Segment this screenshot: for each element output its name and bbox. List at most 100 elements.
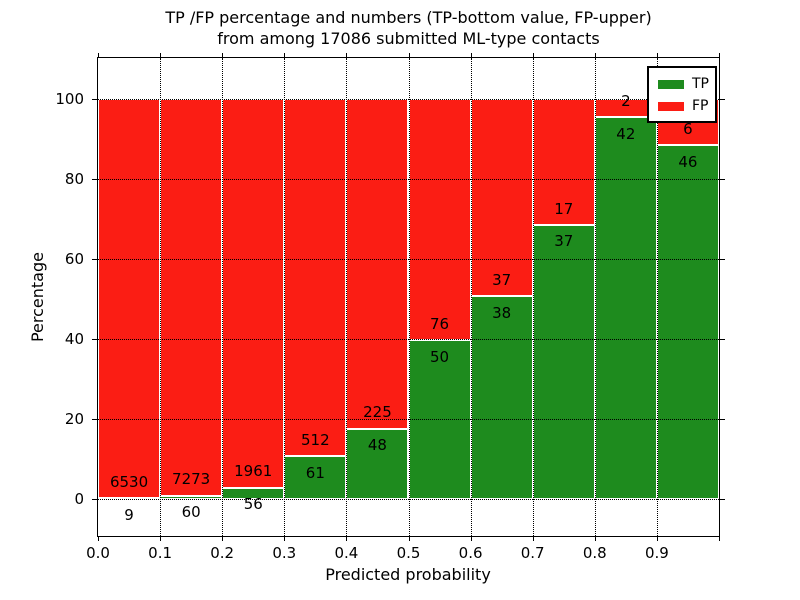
x-tick-mark (470, 53, 472, 58)
x-tick-mark (222, 536, 224, 541)
tp-count-label: 61 (305, 463, 325, 482)
tp-bar-segment (470, 296, 533, 499)
tp-count-label: 56 (243, 495, 263, 514)
y-tick-mark (720, 418, 725, 420)
x-tick-mark (222, 53, 224, 58)
y-tick-mark (92, 179, 97, 181)
fp-count-label: 17 (554, 199, 574, 218)
tp-count-label: 60 (181, 502, 201, 521)
x-tick-mark (594, 53, 596, 58)
y-tick-label: 40 (64, 329, 84, 348)
fp-bar-segment (346, 99, 409, 429)
x-tick-mark (719, 53, 720, 58)
x-tick-mark (408, 536, 410, 541)
y-tick-mark (92, 259, 97, 261)
fp-bar-segment (408, 99, 471, 341)
tp-bar-segment (656, 145, 719, 499)
y-axis-label: Percentage (28, 252, 47, 343)
y-tick-mark (92, 338, 97, 340)
y-tick-mark (92, 99, 97, 101)
x-axis-label: Predicted probability (325, 565, 491, 584)
fp-bar-segment (160, 99, 223, 496)
x-tick-label: 0.5 (396, 544, 421, 562)
gridline-vertical (470, 58, 472, 536)
x-tick-label: 0.7 (520, 544, 545, 562)
tp-bar-segment (346, 428, 409, 499)
gridline-vertical (346, 58, 348, 536)
x-tick-mark (98, 53, 99, 58)
gridline-horizontal (98, 418, 719, 420)
tp-count-label: 50 (430, 347, 450, 366)
fp-count-label: 76 (430, 314, 450, 333)
y-tick-label: 20 (64, 409, 84, 428)
y-tick-mark (720, 259, 725, 261)
fp-bar-segment (284, 99, 347, 457)
gridline-horizontal (98, 259, 719, 261)
x-tick-mark (470, 536, 472, 541)
fp-count-label: 37 (492, 270, 512, 289)
x-tick-mark (408, 53, 410, 58)
legend: TP FP (647, 66, 717, 123)
tp-bar-segment (532, 224, 595, 499)
x-tick-mark (656, 536, 658, 541)
fp-count-label: 7273 (172, 470, 211, 489)
x-tick-label: 0.1 (148, 544, 173, 562)
x-tick-mark (160, 536, 162, 541)
chart-title: TP /FP percentage and numbers (TP-bottom… (98, 7, 719, 49)
x-tick-mark (346, 536, 348, 541)
fp-bar-segment (470, 99, 533, 297)
x-tick-mark (346, 53, 348, 58)
x-tick-label: 0.4 (334, 544, 359, 562)
y-tick-mark (720, 99, 725, 101)
x-tick-label: 0.9 (644, 544, 669, 562)
gridline-vertical (594, 58, 596, 536)
fp-bar-segment (222, 99, 285, 488)
x-tick-mark (284, 536, 286, 541)
fp-legend-swatch-icon (658, 101, 684, 111)
x-tick-label: 0.3 (272, 544, 297, 562)
tp-legend-label: TP (692, 76, 709, 92)
gridline-vertical (222, 58, 224, 536)
x-tick-label: 0.8 (582, 544, 607, 562)
fp-count-label: 1961 (234, 462, 273, 481)
tp-count-label: 42 (616, 124, 636, 143)
x-tick-mark (160, 53, 162, 58)
fp-legend-label: FP (692, 98, 709, 114)
x-tick-label: 0.6 (458, 544, 483, 562)
gridline-vertical (656, 58, 658, 536)
tp-count-label: 46 (678, 152, 698, 171)
tp-bar-segment (284, 456, 347, 499)
y-tick-mark (720, 498, 725, 500)
x-tick-mark (719, 536, 720, 541)
tp-count-label: 38 (492, 303, 512, 322)
chart-title-line1: TP /FP percentage and numbers (TP-bottom… (165, 8, 652, 27)
x-tick-mark (532, 536, 534, 541)
x-tick-mark (594, 536, 596, 541)
y-tick-label: 80 (64, 170, 84, 189)
gridline-horizontal (98, 338, 719, 340)
y-tick-mark (720, 179, 725, 181)
gridline-horizontal (98, 99, 719, 101)
chart-title-line2: from among 17086 submitted ML-type conta… (217, 29, 600, 48)
tp-count-label: 9 (124, 505, 134, 524)
gridline-vertical (532, 58, 534, 536)
tp-legend-swatch-icon (658, 79, 684, 89)
y-tick-label: 100 (55, 90, 84, 109)
x-tick-mark (656, 53, 658, 58)
y-tick-label: 0 (74, 489, 84, 508)
x-tick-label: 0.2 (210, 544, 235, 562)
gridline-vertical (160, 58, 162, 536)
y-tick-label: 60 (64, 250, 84, 269)
fp-count-label: 225 (363, 403, 392, 422)
gridline-vertical (408, 58, 410, 536)
x-tick-label: 0.0 (86, 544, 110, 562)
fp-bar-segment (98, 99, 161, 499)
fp-bar-segment (532, 99, 595, 225)
gridline-horizontal (98, 498, 719, 500)
x-tick-mark (284, 53, 286, 58)
y-tick-mark (92, 418, 97, 420)
legend-item-tp: TP (649, 73, 715, 95)
fp-count-label: 6530 (109, 472, 149, 491)
tp-bar-segment (594, 117, 657, 499)
